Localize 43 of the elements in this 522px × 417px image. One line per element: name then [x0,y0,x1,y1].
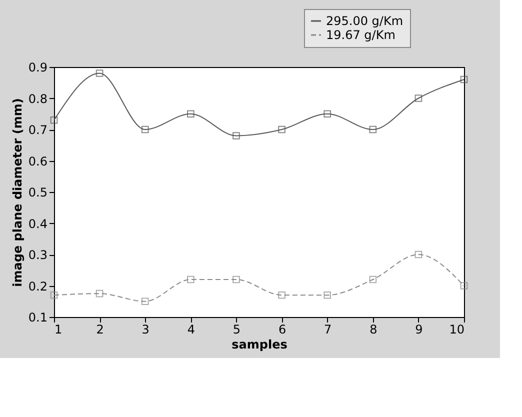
point [460,76,468,84]
point [324,110,331,118]
legend-label: 19.67 g/Km [326,28,396,42]
x-tick-label: 4 [187,322,195,336]
y-tick-label: 0.3 [28,248,48,262]
x-tick-label: 7 [324,322,332,336]
point [369,126,377,134]
point [324,291,331,299]
y-tick-label: 0.7 [28,123,48,137]
x-axis-title: samples [232,338,288,352]
x-tick-label: 2 [96,322,104,336]
point [141,126,149,134]
point [278,126,286,134]
y-tick-label: 0.6 [28,154,48,168]
point [232,276,240,284]
x-tick-label: 3 [142,322,150,336]
legend-label: 295.00 g/Km [326,14,404,28]
x-tick-label: 9 [415,322,423,336]
point [414,94,422,102]
x-tick-label: 1 [54,322,62,336]
point [96,70,104,77]
y-tick-label: 0.5 [28,186,48,200]
y-tick-label: 0.8 [28,92,48,106]
point [232,132,240,140]
y-tick-label: 0.2 [28,279,48,294]
point [50,116,58,124]
point [414,250,422,258]
point [460,282,468,290]
x-tick-label: 6 [278,322,286,336]
y-tick-label: 0.4 [28,216,48,231]
x-tick-label: 10 [449,322,464,336]
y-tick-label: 0.1 [28,310,48,324]
x-tick-label: 5 [232,322,241,336]
point [96,290,104,298]
point [278,291,286,299]
y-axis-title: image plane diameter (mm) [10,98,24,287]
point [187,276,194,284]
y-tick-label: 0.9 [28,60,48,74]
point [50,291,58,299]
point [369,276,377,284]
point [141,298,149,306]
x-tick-label: 8 [370,322,378,336]
point [187,110,194,118]
